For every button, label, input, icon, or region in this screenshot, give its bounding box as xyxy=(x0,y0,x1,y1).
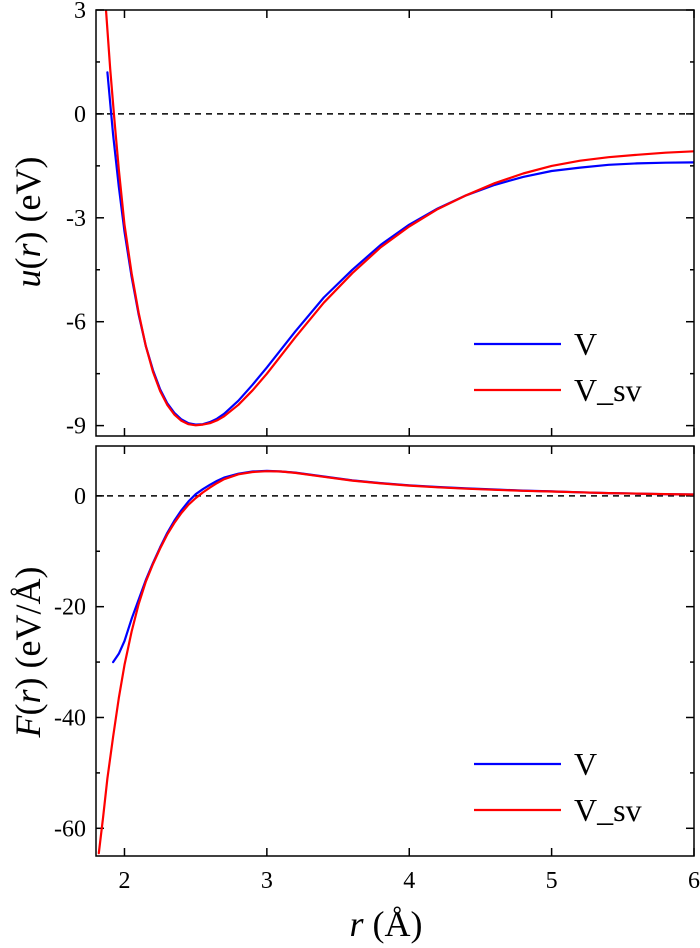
force-x-tick-label: 3 xyxy=(261,868,273,894)
force-x-tick-label: 2 xyxy=(118,868,130,894)
force-y-tick-label: -20 xyxy=(54,595,86,621)
potential-energy-y-tick-label: -3 xyxy=(66,206,86,232)
x-label-unit: (Å) xyxy=(364,904,423,944)
series-line-v-sv xyxy=(97,470,694,855)
y-label-function: u xyxy=(8,269,48,287)
y-label-variable: r xyxy=(8,688,48,703)
legend-label-v-sv: V_sv xyxy=(574,792,642,828)
force-plot-frame xyxy=(95,445,695,857)
series-line-v-sv xyxy=(104,10,694,427)
force-y-tick-label: -60 xyxy=(54,816,86,842)
y-label-variable: r xyxy=(8,242,48,257)
potential-energy-y-tick-label: -9 xyxy=(66,414,86,440)
potential-energy-legend: V V_sv xyxy=(474,326,642,408)
force-y-tick-label: 0 xyxy=(74,484,86,510)
legend-label-v-sv: V_sv xyxy=(574,372,642,408)
force-x-tick-label: 6 xyxy=(688,868,700,894)
potential-energy-series xyxy=(104,10,694,427)
potential-energy-y-tick-label: 3 xyxy=(74,0,86,24)
legend-label-v: V xyxy=(574,326,597,362)
force-y-tick-label: -40 xyxy=(54,705,86,731)
potential-energy-y-axis-label: u(r) (eV) xyxy=(8,157,48,288)
y-label-unit: (eV) xyxy=(8,157,48,232)
potential-energy-y-tick-label: -6 xyxy=(66,310,86,336)
potential-energy-plot-frame xyxy=(95,9,695,437)
force-x-tick-label: 4 xyxy=(403,868,415,894)
potential-energy-y-tick-label: 0 xyxy=(74,102,86,128)
series-line-v xyxy=(111,469,694,664)
force-panel: F(r) (eV/Å) 2 3 4 5 6 0 -20 -40 -60 V V_sv xyxy=(8,445,700,894)
force-series xyxy=(97,469,694,855)
legend-label-v: V xyxy=(574,746,597,782)
force-legend: V V_sv xyxy=(474,746,642,828)
x-axis-label: r (Å) xyxy=(350,904,423,944)
x-label-variable: r xyxy=(350,904,365,944)
force-y-axis-label: F(r) (eV/Å) xyxy=(8,567,48,739)
force-x-tick-label: 5 xyxy=(546,868,558,894)
y-label-function: F xyxy=(8,714,48,738)
potential-energy-panel: u(r) (eV) 3 0 -3 -6 -9 V V_sv xyxy=(8,0,695,440)
y-label-unit: (eV/Å) xyxy=(8,567,48,678)
